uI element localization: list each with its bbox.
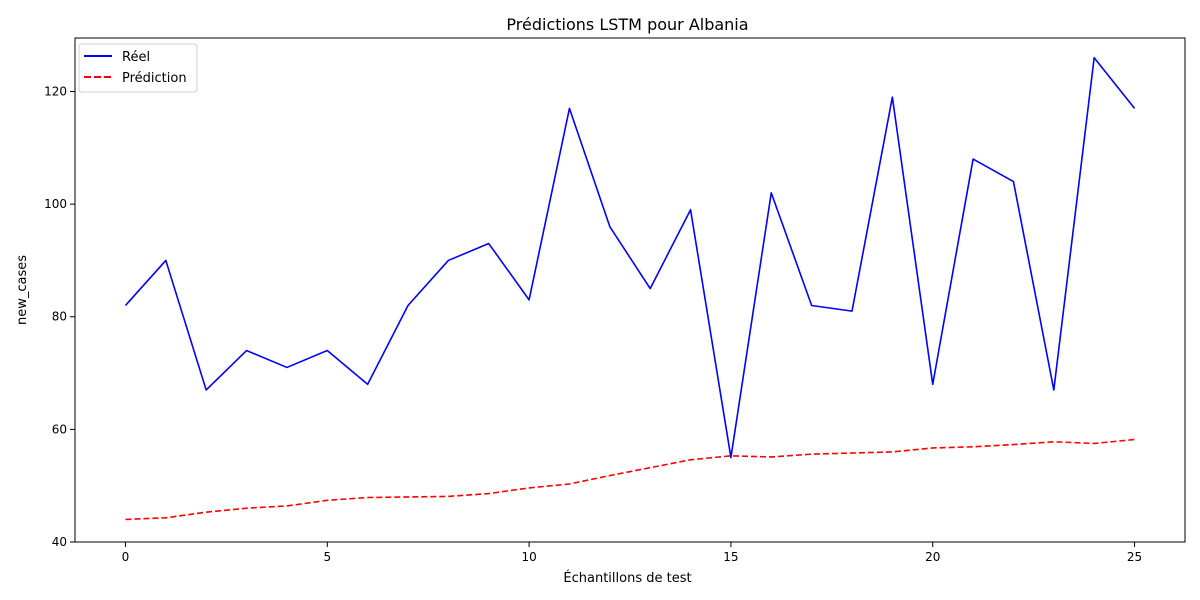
series-line-reel	[124, 56, 1136, 459]
y-tick-label-40: 40	[52, 535, 67, 549]
legend-label-reel: Réel	[122, 50, 150, 65]
y-tick-label-60: 60	[52, 422, 67, 436]
x-tick-label-20: 20	[925, 550, 940, 564]
x-axis-label: Échantillons de test	[563, 570, 691, 586]
plot-frame	[74, 37, 1186, 543]
x-tick-label-0: 0	[122, 550, 130, 564]
y-tick-label-120: 120	[44, 84, 67, 98]
chart-title: Prédictions LSTM pour Albania	[506, 15, 748, 34]
legend: Réel Prédiction	[78, 43, 198, 93]
x-tick-label-5: 5	[323, 550, 331, 564]
y-tick-label-80: 80	[52, 310, 67, 324]
y-axis-label: new_cases	[15, 255, 30, 325]
y-tick-label-100: 100	[44, 197, 67, 211]
x-tick-label-15: 15	[723, 550, 738, 564]
y-axis: 40 60 80 100 120	[44, 84, 75, 549]
x-tick-label-25: 25	[1127, 550, 1142, 564]
x-axis: 0 5 10 15 20 25	[122, 542, 1142, 564]
x-tick-label-10: 10	[521, 550, 536, 564]
plot-area	[124, 56, 1136, 521]
legend-label-prediction: Prédiction	[122, 71, 187, 86]
series-line-prediction	[125, 438, 1135, 521]
